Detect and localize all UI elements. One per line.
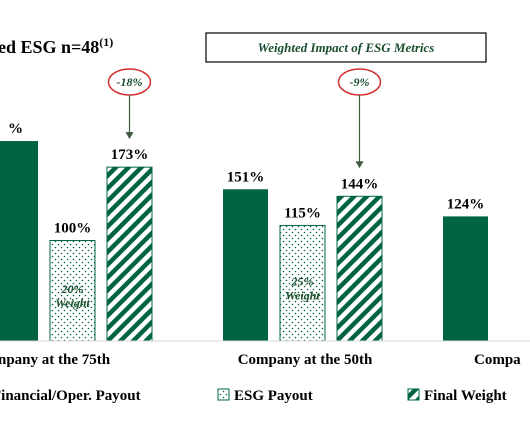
bar-value-label: 124% — [447, 196, 485, 212]
category-label: Compa — [474, 352, 521, 368]
legend-label: Final Weight — [424, 388, 507, 404]
bar-value-label: 100% — [54, 221, 92, 237]
legend-swatch — [217, 388, 230, 401]
labels-layer: %100%173%151%115%144%124%20%Weight25%Wei… — [8, 121, 484, 310]
legend-label: Financial/Oper. Payout — [0, 388, 141, 404]
bar-value-label: 151% — [227, 169, 265, 185]
bar-financial-oper-payout-2 — [443, 216, 488, 341]
weighted-impact-label: Weighted Impact of ESG Metrics — [258, 40, 435, 55]
category-label: npany at the 75th — [0, 352, 111, 368]
bar-final-weight-1 — [336, 195, 383, 342]
callout-arrow-head — [125, 132, 134, 140]
bar-value-label: 115% — [284, 205, 321, 221]
callout-arrow-head — [355, 161, 364, 169]
legend-label: ESG Payout — [234, 388, 313, 404]
bar-final-weight-0 — [106, 166, 153, 342]
bars-layer — [0, 141, 488, 342]
bar-financial-oper-payout-0 — [0, 141, 38, 341]
weighted-impact-box — [205, 32, 487, 63]
weight-annotation: Weight — [285, 289, 320, 303]
callout-text: -9% — [350, 75, 370, 89]
weight-annotation: 25% — [291, 275, 314, 289]
legend: Financial/Oper. Payout ESG Payout Final We… — [0, 388, 507, 404]
legend-swatch — [407, 388, 420, 401]
category-labels: npany at the 75th Company at the 50th Comp… — [0, 352, 521, 368]
weight-annotation: Weight — [55, 296, 90, 310]
callout-text: -18% — [117, 75, 143, 89]
chart-title: ed ESG n=48(1) — [0, 35, 113, 57]
weight-annotation: 20% — [61, 282, 84, 296]
callouts-layer: -18% -9% — [107, 68, 382, 169]
bar-value-label: 173% — [111, 147, 149, 163]
bar-value-label: % — [8, 121, 23, 137]
category-label: Company at the 50th — [238, 352, 373, 368]
bar-esg-payout-0 — [49, 240, 96, 342]
bar-esg-payout-1 — [279, 224, 326, 342]
bar-value-label: 144% — [341, 176, 379, 192]
bar-financial-oper-payout-1 — [223, 189, 268, 341]
